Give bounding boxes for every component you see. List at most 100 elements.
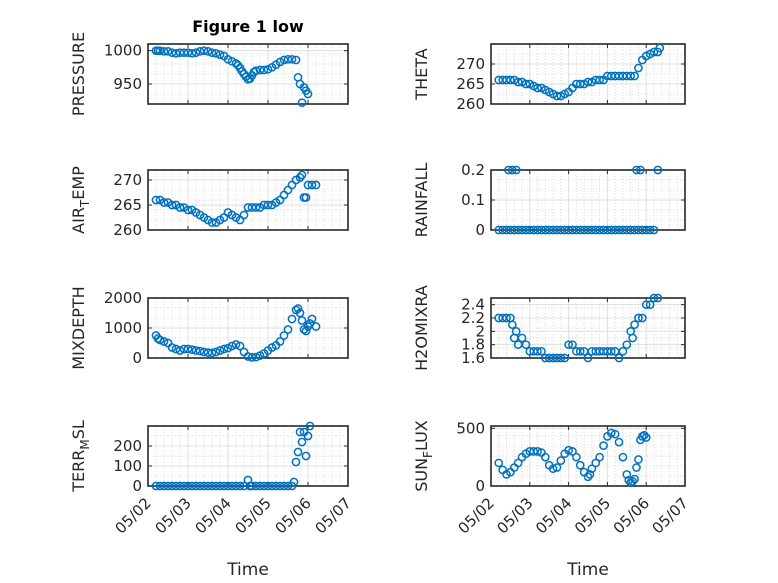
data-point xyxy=(155,335,165,345)
x-tick-label: 05/03 xyxy=(493,494,536,537)
x-tick-label: 05/03 xyxy=(152,494,195,537)
data-point xyxy=(636,165,645,175)
data-point xyxy=(301,193,311,202)
data-point xyxy=(614,353,624,363)
subplot-2: 260 265 270 THETA xyxy=(412,43,686,113)
data-point xyxy=(591,458,601,468)
minor-grid xyxy=(491,44,685,104)
data-point xyxy=(191,48,201,58)
x-tick-label: 05/07 xyxy=(312,494,355,537)
data-point xyxy=(630,320,639,330)
subplot-3: 260 265 270 AIRTEMP xyxy=(69,166,349,239)
data-point xyxy=(251,203,261,212)
data-point xyxy=(243,352,253,361)
subplot-4: 0 0.1 0.2 RAINFALL xyxy=(412,161,686,239)
data-point xyxy=(155,46,165,56)
data-point xyxy=(634,455,643,464)
y-tick-label: 2.4 xyxy=(461,296,485,314)
data-point xyxy=(211,48,221,58)
data-point xyxy=(159,481,169,491)
y-tick-label: 100 xyxy=(113,457,142,475)
data-point xyxy=(521,340,531,350)
axes-frame xyxy=(490,43,686,105)
y-tick-label: 260 xyxy=(456,95,485,113)
data-point xyxy=(247,481,257,491)
data-point xyxy=(183,481,193,491)
data-point xyxy=(628,477,637,486)
data-point xyxy=(251,352,261,362)
data-point xyxy=(263,200,273,210)
data-point xyxy=(219,344,229,354)
data-point xyxy=(583,472,593,482)
data-point xyxy=(297,437,307,447)
data-point xyxy=(634,63,643,73)
data-point xyxy=(630,474,639,484)
data-point xyxy=(568,447,577,456)
data-point xyxy=(632,463,641,472)
data-point xyxy=(575,346,585,356)
data-point xyxy=(297,316,307,325)
data-point xyxy=(649,293,659,303)
data-point xyxy=(215,50,225,60)
data-point xyxy=(583,353,593,363)
data-point xyxy=(628,333,637,343)
data-point xyxy=(207,481,217,491)
data-point xyxy=(163,46,173,56)
y-tick-label: 265 xyxy=(113,196,142,214)
y-tick-label: 500 xyxy=(456,419,485,437)
data-point xyxy=(191,346,201,355)
data-point xyxy=(203,348,213,357)
y-tick-label: 0 xyxy=(475,477,485,495)
data-point xyxy=(207,218,217,227)
data-point xyxy=(293,447,303,457)
data-point xyxy=(283,325,293,334)
data-point xyxy=(599,441,608,450)
y-axis-label: TERRMSL xyxy=(69,420,92,493)
data-point xyxy=(637,313,647,323)
data-point xyxy=(215,481,225,491)
data-point xyxy=(263,481,273,491)
data-point xyxy=(639,430,649,440)
x-tick-label: 05/02 xyxy=(455,494,498,537)
data-point xyxy=(622,470,632,479)
data-point xyxy=(251,66,261,76)
data-point xyxy=(610,429,620,439)
minor-grid xyxy=(491,426,685,486)
data-point xyxy=(517,333,527,343)
data-point xyxy=(171,48,181,58)
data-point xyxy=(211,481,221,491)
data-point xyxy=(575,460,585,470)
data-point xyxy=(175,203,185,212)
data-point xyxy=(251,481,261,491)
series-markers xyxy=(151,46,313,108)
data-point xyxy=(511,165,521,175)
axes-frame xyxy=(490,425,686,487)
data-point xyxy=(641,300,651,310)
data-point xyxy=(537,346,546,356)
data-point xyxy=(630,71,639,81)
y-axis-label: PRESSURE xyxy=(69,32,88,116)
data-point xyxy=(195,481,205,491)
data-point xyxy=(521,79,531,89)
data-point xyxy=(175,346,185,355)
data-point xyxy=(606,428,616,438)
data-point xyxy=(606,346,616,356)
data-point xyxy=(275,481,285,491)
y-tick-label: 0.2 xyxy=(461,161,485,179)
data-point xyxy=(287,314,297,324)
data-point xyxy=(649,47,659,57)
x-tick-label: 05/05 xyxy=(571,494,614,537)
data-point xyxy=(587,464,597,474)
data-point xyxy=(556,353,566,363)
y-tick-label: 2 xyxy=(475,322,485,340)
data-point xyxy=(235,341,245,351)
x-tick-label: 05/02 xyxy=(112,494,155,537)
data-point xyxy=(572,452,581,462)
data-point xyxy=(653,293,663,303)
data-point xyxy=(259,481,269,491)
y-tick-label: 2.2 xyxy=(461,309,485,327)
data-point xyxy=(533,346,542,356)
